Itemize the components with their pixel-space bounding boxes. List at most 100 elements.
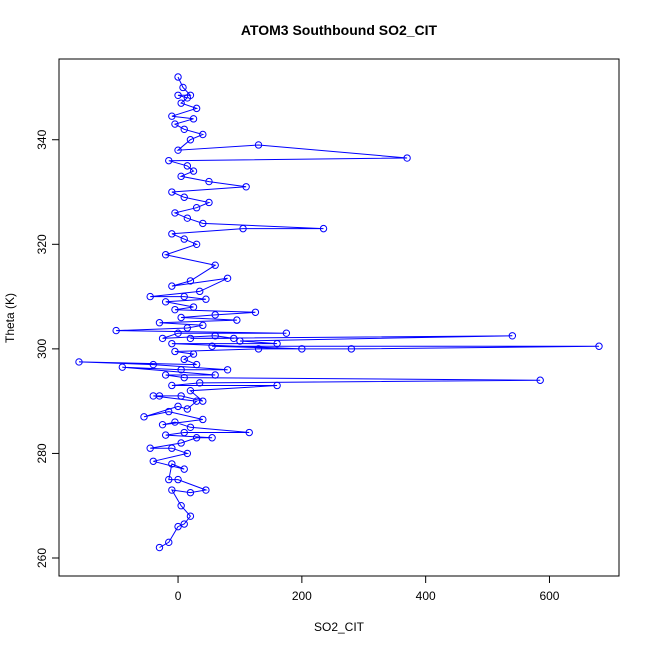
data-point [168,230,176,238]
data-point [155,319,164,327]
data-point [223,366,232,374]
x-axis: 0 200 400 600 [175,575,560,603]
data-point [245,428,253,437]
data-point [177,502,185,510]
data-point [165,156,173,165]
data-point [205,198,213,207]
data-point [158,334,167,343]
data-point [177,172,185,181]
data-point [319,224,328,233]
data-point [149,457,157,465]
data-point [508,332,517,340]
data-point [186,334,195,343]
x-tick-label: 200 [292,589,312,603]
data-point [171,209,179,217]
x-tick-label: 600 [539,589,559,603]
data-point [186,277,195,285]
data-point [112,326,120,335]
y-axis: 260 280 300 320 340 [35,129,60,568]
data-point [298,345,306,353]
y-tick-label: 300 [35,339,49,359]
data-point [186,91,195,99]
data-point [180,465,188,473]
x-tick-label: 0 [175,589,182,603]
data-point [161,431,170,439]
data-point [199,321,207,330]
plot-frame [58,58,620,577]
data-point [254,141,263,149]
data-point [183,324,192,332]
data-point [155,543,164,552]
data-point [347,345,356,353]
data-point [165,475,173,484]
data-point [189,115,198,123]
data-point [177,366,185,374]
data-point [174,329,182,337]
y-tick-label: 260 [35,548,49,568]
data-point [168,486,176,494]
series-layer [75,73,603,552]
data-point [174,91,182,99]
data-point [202,295,210,303]
data-point [171,347,179,356]
data-point [273,339,281,348]
chart-title: ATOM3 Southbound SO2_CIT [241,22,438,38]
data-point [177,439,185,447]
data-point [205,177,213,186]
data-point [223,274,232,282]
data-point [180,193,188,201]
data-point [180,125,188,133]
y-axis-label: Theta (K) [3,293,17,343]
data-point [168,460,176,468]
data-point [211,332,219,340]
data-point [161,371,170,379]
data-point [183,405,192,413]
data-point [168,339,176,348]
data-point [186,386,195,395]
data-point [177,313,185,322]
y-tick-label: 340 [35,129,49,149]
x-axis-label: SO2_CIT [314,620,365,634]
data-point [180,355,188,364]
data-point [186,136,195,144]
series-line [78,76,600,548]
x-tick-label: 400 [416,589,436,603]
data-point [180,373,188,382]
data-point [146,444,154,452]
data-point [211,261,219,269]
data-point [171,305,179,314]
data-point [242,183,250,191]
data-point [174,146,182,154]
data-point [180,428,188,437]
data-point [189,350,198,358]
data-point [168,282,176,290]
data-point [174,73,182,81]
data-point [536,376,544,384]
data-point [161,251,170,259]
data-point [239,224,247,233]
data-point [208,342,216,350]
data-point [180,235,188,243]
data-point [168,112,176,120]
data-point [233,316,241,324]
data-point [168,381,176,390]
data-point [189,167,198,175]
data-point [161,298,170,306]
data-point [186,423,195,431]
data-point [174,402,182,411]
data-point [165,407,173,416]
data-point [230,334,238,343]
data-point [196,379,204,387]
data-point [199,415,207,424]
data-point [183,214,192,222]
data-point [180,520,188,528]
data-point [196,287,204,296]
data-point [192,360,201,369]
y-tick-label: 320 [35,234,49,254]
data-point [282,329,291,337]
data-point [183,449,192,458]
data-point [208,434,216,442]
data-point [168,444,176,452]
data-point [192,434,201,442]
